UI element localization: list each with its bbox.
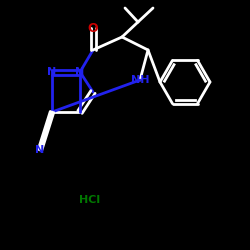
Text: N: N [36,145,44,155]
Text: N: N [48,67,56,77]
Text: N: N [76,67,84,77]
Text: O: O [88,22,98,35]
Text: HCl: HCl [80,195,100,205]
Text: NH: NH [131,75,149,85]
